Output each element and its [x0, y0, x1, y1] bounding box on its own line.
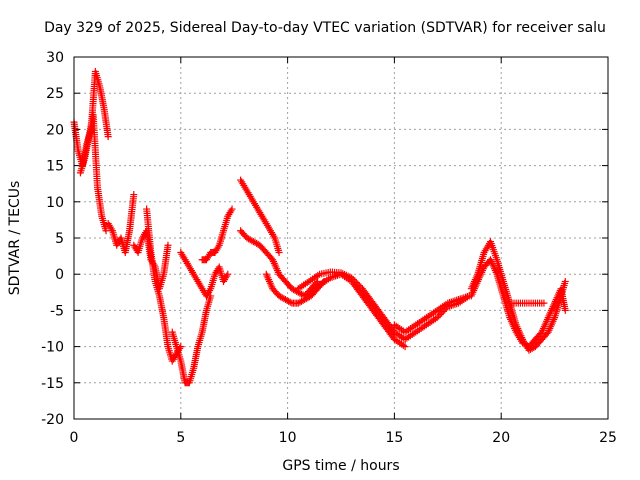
data-point — [314, 277, 322, 285]
y-tick-label: 20 — [46, 122, 64, 138]
data-point — [228, 205, 236, 213]
y-tick-label: 0 — [55, 267, 64, 283]
data-point — [561, 306, 569, 314]
data-point — [311, 286, 319, 294]
y-tick-label: -10 — [41, 340, 64, 356]
data-point — [308, 289, 316, 297]
data-point — [130, 191, 138, 199]
data-point — [439, 307, 447, 315]
y-tick-label: 10 — [46, 195, 64, 211]
data-point — [438, 309, 446, 317]
tick-layer: 0 5 10 15 20 25 -20 -15 -10 -5 0 5 10 15 20 25 30 — [41, 50, 617, 446]
x-tick-label: 10 — [279, 430, 297, 446]
data-point — [275, 248, 283, 256]
x-tick-label: 20 — [492, 430, 510, 446]
y-tick-label: 30 — [46, 50, 64, 66]
data-point — [102, 227, 110, 235]
data-point — [433, 314, 441, 322]
data-point — [224, 270, 232, 278]
data-point — [313, 284, 321, 292]
x-tick-label: 0 — [70, 430, 79, 446]
x-axis-label: GPS time / hours — [282, 458, 399, 474]
data-point — [401, 343, 409, 351]
y-tick-label: 25 — [46, 86, 64, 102]
y-tick-label: -15 — [41, 376, 64, 392]
y-axis-label: SDTVAR / TECUs — [7, 181, 23, 296]
chart-title: Day 329 of 2025, Sidereal Day-to-day VTE… — [44, 20, 606, 36]
data-point — [305, 292, 313, 300]
data-point — [306, 290, 314, 298]
data-point — [441, 306, 449, 314]
data-points — [70, 67, 569, 387]
data-point — [436, 311, 444, 319]
grid-layer — [74, 57, 608, 419]
data-point — [435, 312, 443, 320]
x-tick-label: 15 — [385, 430, 403, 446]
data-point — [540, 299, 548, 307]
data-point — [310, 287, 318, 295]
x-tick-label: 25 — [599, 430, 617, 446]
y-tick-label: -5 — [50, 303, 64, 319]
y-tick-label: 5 — [55, 231, 64, 247]
x-tick-label: 5 — [176, 430, 185, 446]
data-point — [332, 272, 340, 280]
plot-frame — [73, 56, 609, 420]
data-point — [104, 133, 112, 141]
y-tick-label: -20 — [41, 412, 64, 428]
data-point — [286, 298, 294, 306]
data-point — [561, 277, 569, 285]
y-tick-label: 15 — [46, 159, 64, 175]
data-point — [164, 241, 172, 249]
